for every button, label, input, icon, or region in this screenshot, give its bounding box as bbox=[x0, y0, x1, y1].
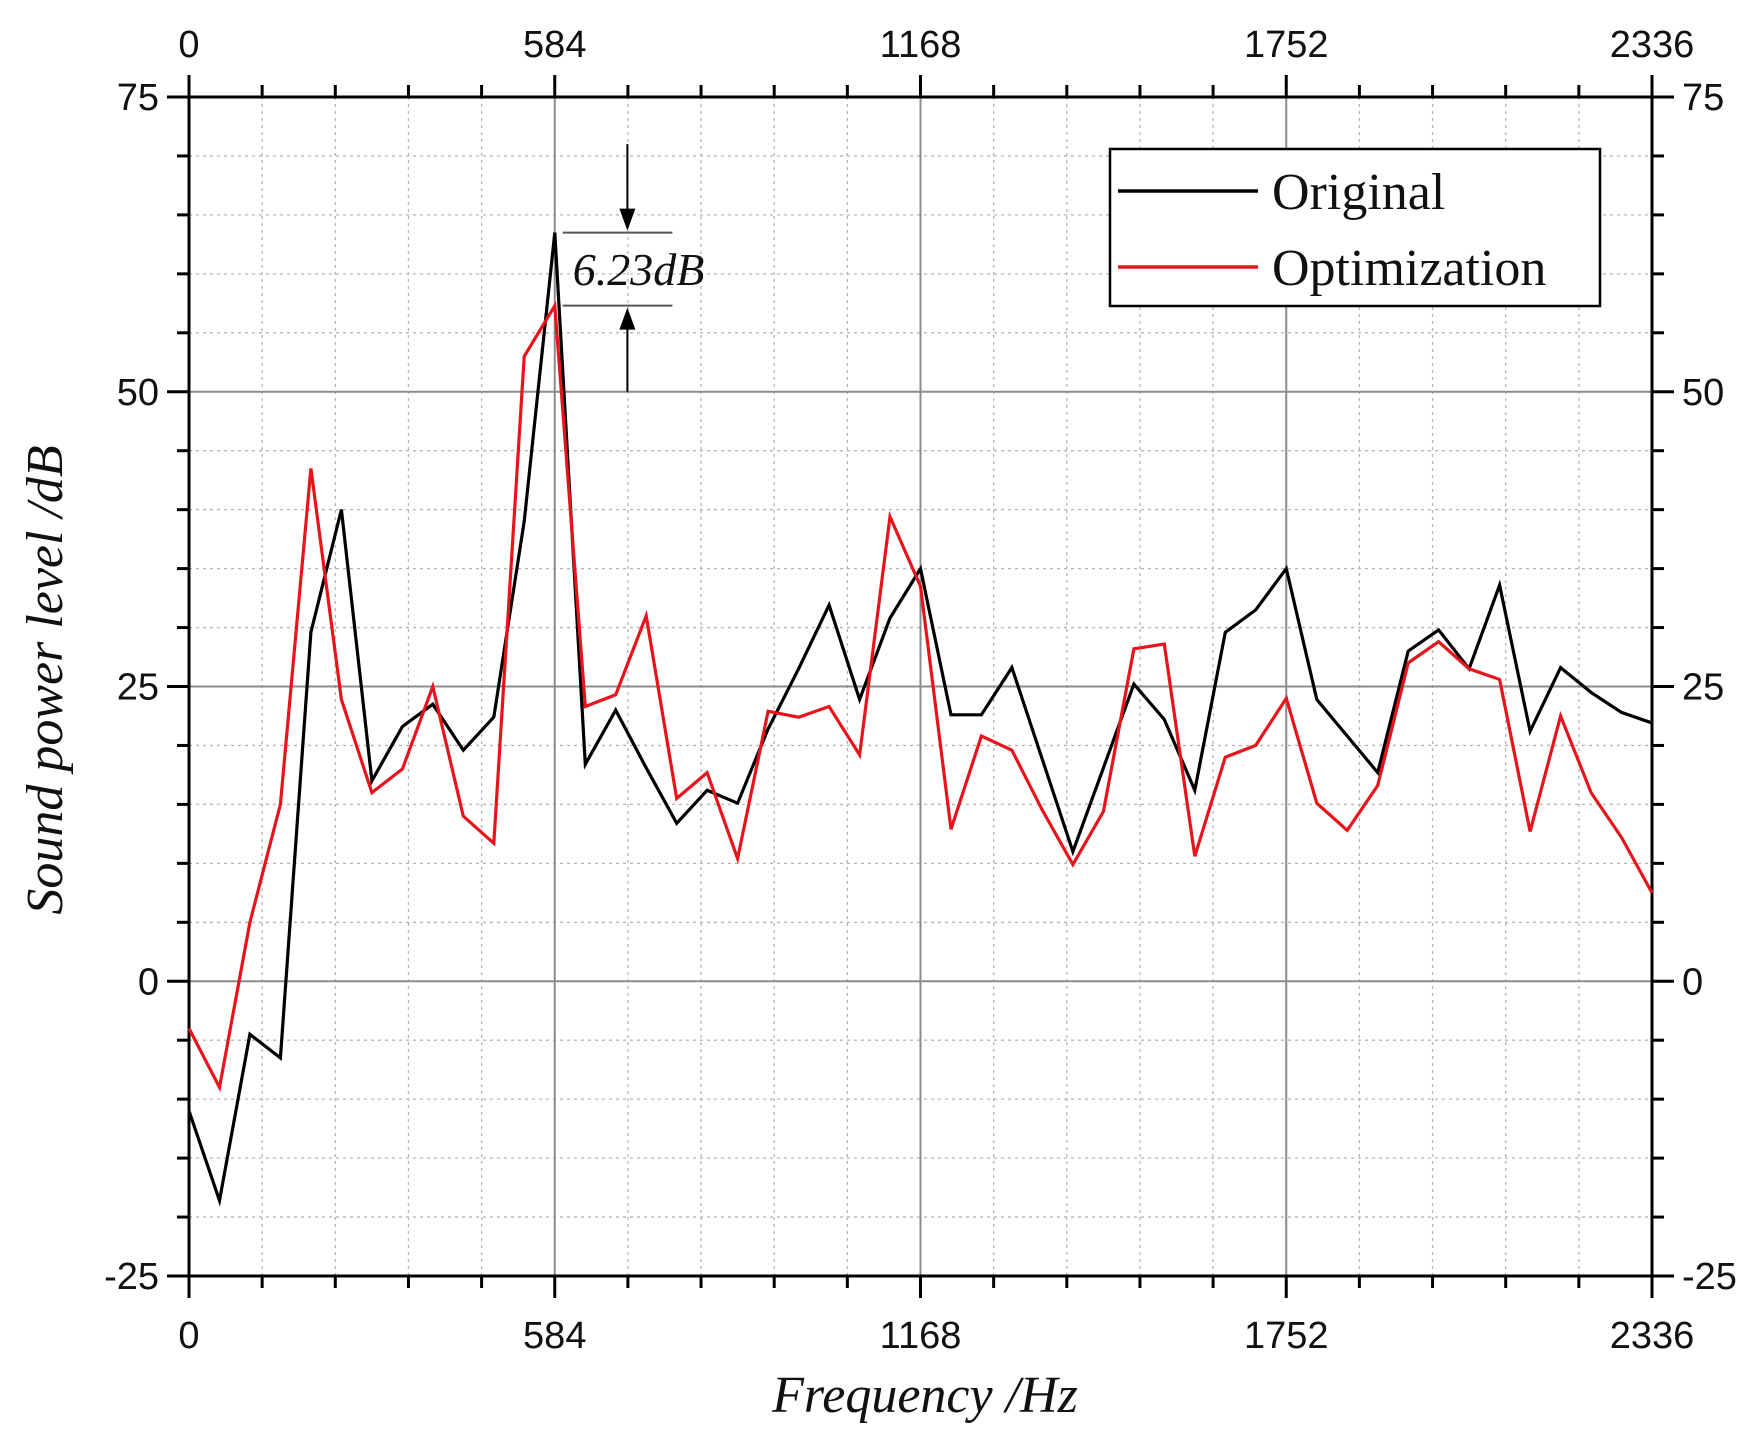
legend: Original Optimization bbox=[1108, 147, 1602, 308]
legend-label-optimization: Optimization bbox=[1272, 240, 1546, 297]
y-tick-label-left: 75 bbox=[117, 77, 159, 119]
x-tick-label-top: 0 bbox=[178, 24, 199, 66]
y-tick-label-left: 50 bbox=[117, 372, 159, 414]
tick-labels: 0 0 584 584 1168 1168 1752 1752 2336 2336 -25 -25 0 0… bbox=[104, 24, 1737, 1357]
annotation-arrow-down-head bbox=[619, 208, 636, 231]
x-tick-label-bottom: 584 bbox=[523, 1315, 586, 1357]
x-tick-label-top: 2336 bbox=[1610, 24, 1695, 66]
y-axis-title: Sound power level /dB bbox=[17, 445, 74, 914]
y-tick-label-right: 75 bbox=[1682, 77, 1724, 119]
axis-ticks bbox=[167, 75, 1674, 1298]
x-tick-label-bottom: 1168 bbox=[880, 1315, 962, 1357]
series-group bbox=[187, 232, 1654, 1207]
x-axis-title: Frequency /Hz bbox=[771, 1367, 1078, 1424]
y-tick-label-left: 0 bbox=[138, 961, 159, 1003]
x-tick-label-bottom: 2336 bbox=[1610, 1315, 1695, 1357]
annotation-arrow-up-head bbox=[619, 307, 636, 330]
x-tick-label-top: 1752 bbox=[1244, 24, 1329, 66]
x-tick-label-top: 584 bbox=[523, 24, 586, 66]
y-tick-label-left: 25 bbox=[117, 667, 159, 709]
y-tick-label-right: 0 bbox=[1682, 961, 1703, 1003]
annotation-group: 6.23dB bbox=[562, 144, 705, 392]
annotation-label: 6.23dB bbox=[573, 244, 705, 295]
legend-label-original: Original bbox=[1272, 164, 1445, 221]
y-tick-label-right: 25 bbox=[1682, 667, 1724, 709]
x-tick-label-top: 1168 bbox=[880, 24, 962, 66]
y-tick-label-right: 50 bbox=[1682, 372, 1724, 414]
y-tick-label-right: -25 bbox=[1682, 1256, 1737, 1298]
x-tick-label-bottom: 0 bbox=[178, 1315, 199, 1357]
legend-box bbox=[1108, 147, 1602, 308]
series-line-original bbox=[187, 232, 1653, 1207]
series-line-optimization bbox=[187, 300, 1654, 1093]
x-tick-label-bottom: 1752 bbox=[1244, 1315, 1329, 1357]
y-tick-label-left: -25 bbox=[104, 1256, 159, 1298]
